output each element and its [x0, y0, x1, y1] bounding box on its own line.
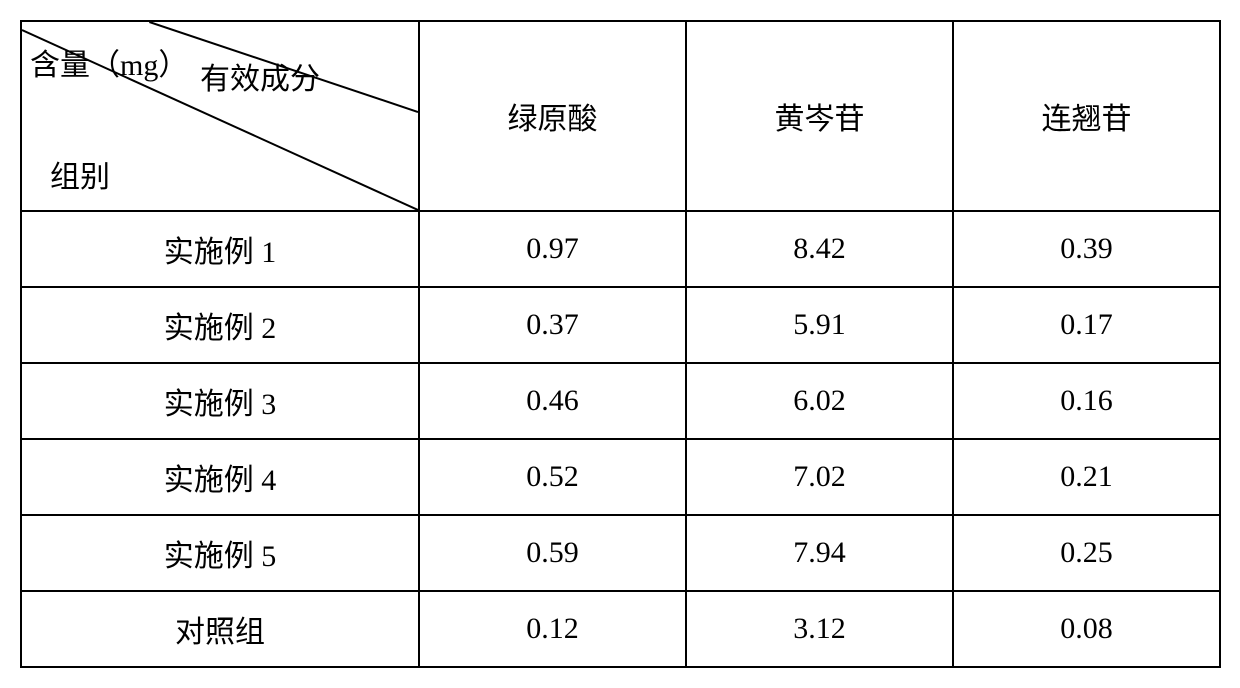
cell: 3.12: [686, 591, 953, 667]
cell: 5.91: [686, 287, 953, 363]
data-table: 含量（mg） 有效成分 组别 绿原酸 黄岑苷 连翘苷 实施例 1 0.97 8.…: [20, 20, 1221, 668]
row-label: 实施例 2: [21, 287, 419, 363]
diag-label-group: 组别: [50, 152, 110, 196]
cell: 0.12: [419, 591, 686, 667]
cell: 6.02: [686, 363, 953, 439]
row-label: 对照组: [21, 591, 419, 667]
table-row: 实施例 5 0.59 7.94 0.25: [21, 515, 1220, 591]
cell: 0.21: [953, 439, 1220, 515]
table-row: 实施例 3 0.46 6.02 0.16: [21, 363, 1220, 439]
table-row: 对照组 0.12 3.12 0.08: [21, 591, 1220, 667]
table-row: 实施例 4 0.52 7.02 0.21: [21, 439, 1220, 515]
cell: 0.25: [953, 515, 1220, 591]
col-header: 黄岑苷: [686, 21, 953, 211]
cell: 0.46: [419, 363, 686, 439]
row-label: 实施例 3: [21, 363, 419, 439]
cell: 0.59: [419, 515, 686, 591]
cell: 0.16: [953, 363, 1220, 439]
row-label: 实施例 5: [21, 515, 419, 591]
table-row: 实施例 1 0.97 8.42 0.39: [21, 211, 1220, 287]
cell: 7.94: [686, 515, 953, 591]
col-header: 绿原酸: [419, 21, 686, 211]
cell: 0.17: [953, 287, 1220, 363]
diag-label-ingredient: 有效成分: [200, 54, 320, 98]
col-header: 连翘苷: [953, 21, 1220, 211]
content-table: 含量（mg） 有效成分 组别 绿原酸 黄岑苷 连翘苷 实施例 1 0.97 8.…: [20, 20, 1220, 668]
cell: 0.97: [419, 211, 686, 287]
cell: 0.37: [419, 287, 686, 363]
cell: 0.52: [419, 439, 686, 515]
cell: 0.08: [953, 591, 1220, 667]
cell: 8.42: [686, 211, 953, 287]
header-row: 含量（mg） 有效成分 组别 绿原酸 黄岑苷 连翘苷: [21, 21, 1220, 211]
row-label: 实施例 1: [21, 211, 419, 287]
diagonal-header-cell: 含量（mg） 有效成分 组别: [21, 21, 419, 211]
cell: 7.02: [686, 439, 953, 515]
table-row: 实施例 2 0.37 5.91 0.17: [21, 287, 1220, 363]
row-label: 实施例 4: [21, 439, 419, 515]
diag-label-content: 含量（mg）: [30, 40, 188, 84]
cell: 0.39: [953, 211, 1220, 287]
